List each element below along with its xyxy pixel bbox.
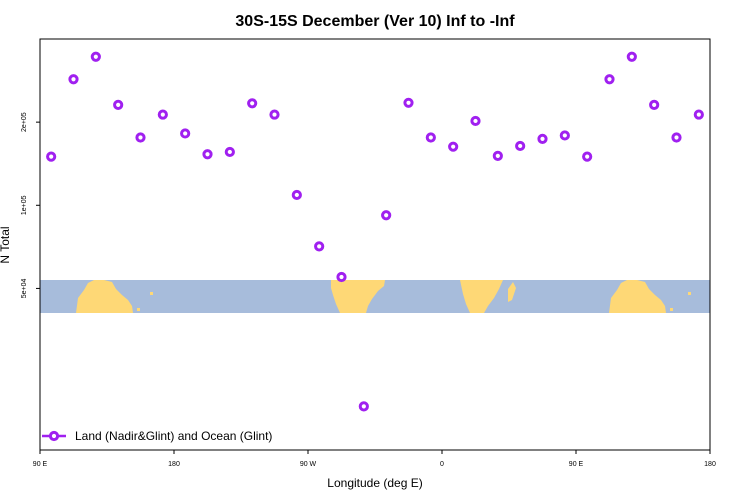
x-tick-label: 90 W xyxy=(300,461,317,468)
data-point xyxy=(649,99,660,110)
data-point xyxy=(381,210,392,221)
landmass-islet xyxy=(150,292,153,295)
data-point xyxy=(515,140,526,152)
data-point xyxy=(470,115,481,127)
x-axis: 90 E 180 90 W 0 90 E 180 xyxy=(33,450,716,468)
data-point xyxy=(425,132,436,143)
data-point xyxy=(537,133,548,144)
landmass-islet xyxy=(137,308,140,311)
data-point xyxy=(180,128,191,139)
data-point xyxy=(492,150,503,161)
data-point xyxy=(314,241,325,252)
data-point xyxy=(269,109,280,120)
x-tick-label: 180 xyxy=(168,461,180,468)
data-point xyxy=(336,271,347,283)
x-tick-label: 0 xyxy=(440,461,444,468)
plot-area xyxy=(39,38,711,451)
legend: Land (Nadir&Glint) and Ocean (Glint) xyxy=(42,429,272,443)
data-point xyxy=(68,74,79,85)
y-axis-label: N Total xyxy=(0,226,12,263)
data-point xyxy=(626,51,637,62)
landmass-australia-right xyxy=(609,280,666,313)
land-masses xyxy=(76,280,691,313)
data-point xyxy=(157,109,168,120)
landmass-madagascar xyxy=(508,282,516,302)
legend-marker-icon xyxy=(48,430,60,442)
landmass-south-america xyxy=(331,280,385,313)
landmass-africa xyxy=(460,280,503,313)
data-point xyxy=(358,401,369,412)
data-point xyxy=(247,98,258,109)
landmass-islet xyxy=(670,308,673,311)
x-tick-label: 180 xyxy=(704,461,716,468)
data-point xyxy=(403,97,414,108)
y-tick-label: 5e+04 xyxy=(21,278,28,298)
landmass-islet xyxy=(688,292,691,295)
data-point xyxy=(671,132,682,143)
data-point xyxy=(448,141,459,152)
data-point xyxy=(202,149,213,160)
landmass-australia-left xyxy=(76,280,133,313)
y-tick-label: 2e+05 xyxy=(21,112,28,132)
data-point xyxy=(582,151,593,162)
y-tick-label: 1e+05 xyxy=(21,195,28,215)
x-tick-label: 90 E xyxy=(569,461,584,468)
y-axis: 5e+04 1e+05 2e+05 xyxy=(21,112,40,298)
data-point xyxy=(113,99,124,110)
data-point xyxy=(224,146,235,158)
data-point xyxy=(90,51,101,62)
chart-title: 30S-15S December (Ver 10) Inf to -Inf xyxy=(235,13,515,30)
data-point xyxy=(46,151,57,162)
x-tick-label: 90 E xyxy=(33,461,48,468)
data-points xyxy=(46,51,704,412)
legend-label: Land (Nadir&Glint) and Ocean (Glint) xyxy=(75,429,272,443)
data-point xyxy=(135,132,146,143)
data-point xyxy=(559,130,570,141)
x-axis-label: Longitude (deg E) xyxy=(327,476,422,490)
data-point xyxy=(291,189,302,201)
map-strip xyxy=(40,280,710,313)
data-point xyxy=(693,109,704,120)
data-point xyxy=(604,74,615,85)
